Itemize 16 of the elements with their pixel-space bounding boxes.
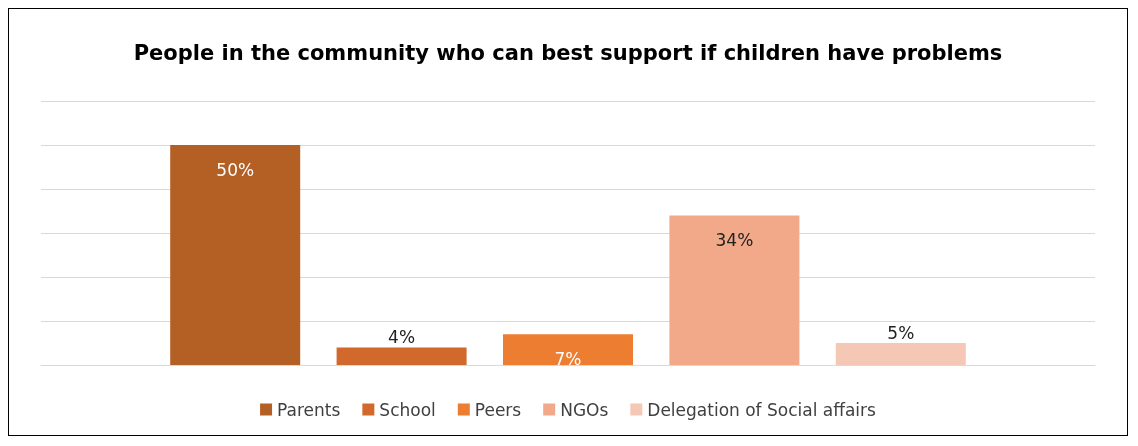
bar xyxy=(503,334,633,365)
bar xyxy=(835,343,966,365)
chart-title: People in the community who can best support if children have problems xyxy=(133,40,1003,65)
legend-label: Peers xyxy=(474,399,522,420)
legend-label: NGOs xyxy=(560,399,609,420)
data-label: 34% xyxy=(715,229,754,250)
legend-label: Delegation of Social affairs xyxy=(647,399,877,420)
legend-label: Parents xyxy=(277,399,341,420)
bar xyxy=(336,347,467,365)
data-label: 5% xyxy=(887,322,915,343)
legend-label: School xyxy=(379,399,436,420)
bar xyxy=(669,215,800,365)
data-label: 7% xyxy=(554,348,582,369)
data-label: 4% xyxy=(388,326,416,347)
data-label: 50% xyxy=(216,159,255,180)
bar xyxy=(170,145,301,365)
